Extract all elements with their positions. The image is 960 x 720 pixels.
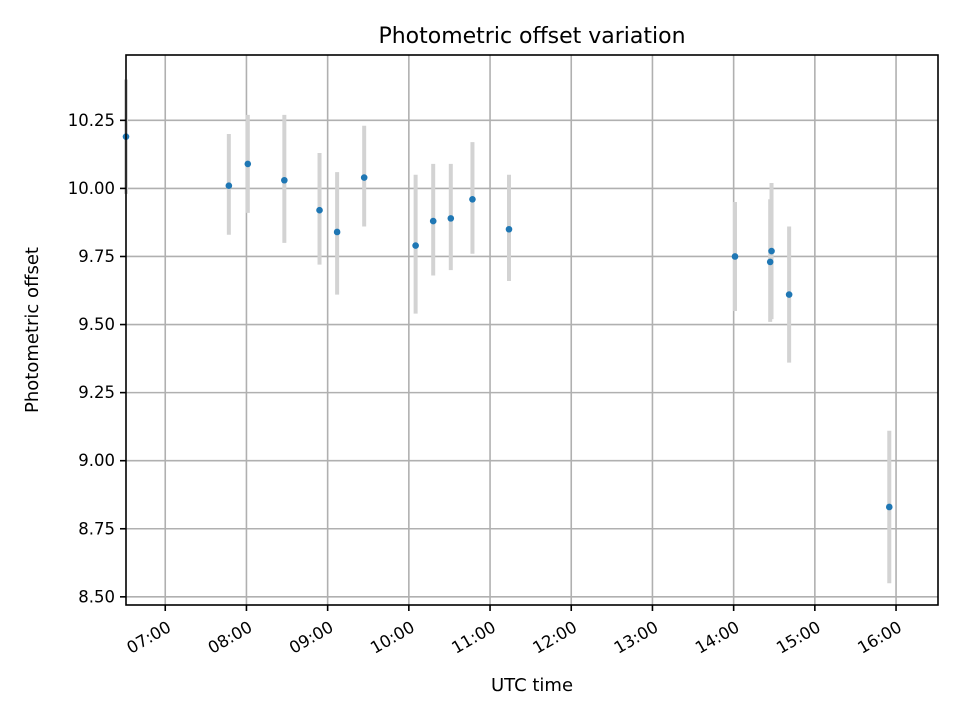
chart-title: Photometric offset variation <box>378 24 685 49</box>
x-tick-label: 15:00 <box>773 617 824 657</box>
y-tick-label: 9.75 <box>78 247 115 266</box>
x-tick-label: 16:00 <box>854 617 905 657</box>
grid-lines <box>126 55 938 605</box>
data-point <box>333 228 341 236</box>
axis-ticks <box>120 119 897 611</box>
x-tick-label: 08:00 <box>205 617 256 657</box>
data-point <box>785 291 793 298</box>
x-tick-label: 09:00 <box>286 617 337 657</box>
data-point <box>360 174 368 181</box>
x-tick-label: 12:00 <box>530 617 581 657</box>
data-point <box>885 503 893 511</box>
data-point <box>316 206 323 214</box>
y-tick-label: 10.25 <box>68 111 115 130</box>
x-axis-label: UTC time <box>491 675 573 696</box>
x-tick-label: 07:00 <box>124 617 175 657</box>
data-points <box>122 133 893 511</box>
error-bars <box>124 79 892 584</box>
data-point <box>244 160 252 168</box>
x-tick-labels: 07:00 08:00 09:00 10:00 11:00 12:00 13:00 14:00… <box>124 617 905 657</box>
data-point <box>429 217 437 225</box>
data-point <box>731 253 739 260</box>
x-tick-label: 14:00 <box>692 617 743 657</box>
plot-frame <box>125 54 939 606</box>
y-tick-label: 10.00 <box>68 179 115 198</box>
data-point <box>768 247 775 255</box>
data-point <box>766 258 774 266</box>
y-tick-label: 8.50 <box>78 587 115 606</box>
x-tick-label: 10:00 <box>367 617 418 657</box>
x-tick-label: 11:00 <box>448 617 499 657</box>
y-tick-label: 9.50 <box>78 315 115 334</box>
data-point <box>225 182 233 189</box>
data-point <box>505 225 513 233</box>
y-tick-label: 9.25 <box>78 383 115 402</box>
data-point <box>447 215 455 222</box>
y-tick-label: 8.75 <box>78 519 115 538</box>
y-tick-label: 9.00 <box>78 451 115 470</box>
data-point <box>281 176 288 184</box>
data-point <box>412 242 419 249</box>
y-tick-labels: 8.50 8.75 9.00 9.25 9.50 9.75 10.00 10.25 <box>68 111 115 606</box>
x-tick-label: 13:00 <box>611 617 662 657</box>
y-axis-label: Photometric offset <box>22 247 43 413</box>
data-point <box>469 196 476 203</box>
